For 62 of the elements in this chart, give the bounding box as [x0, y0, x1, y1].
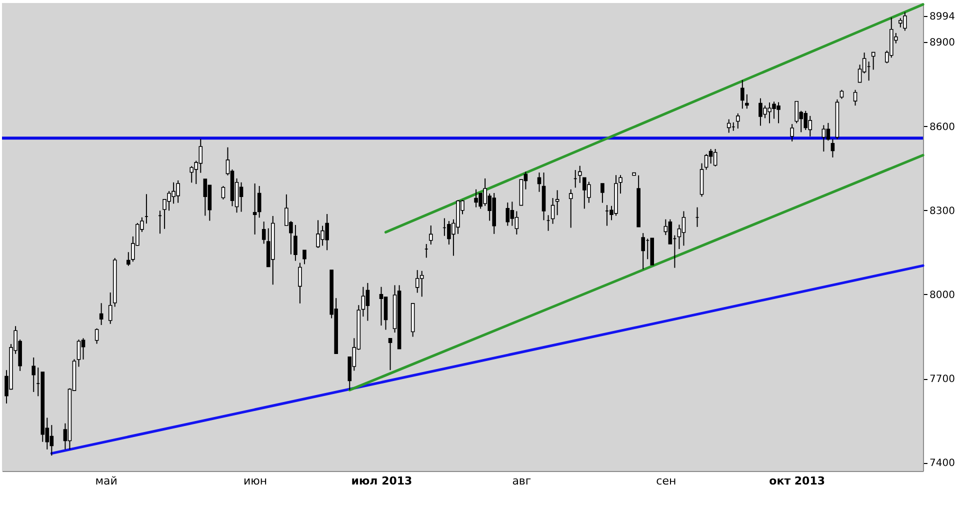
candlestick	[252, 182, 257, 235]
candlestick	[76, 339, 81, 368]
candlestick	[853, 89, 858, 106]
candlestick	[537, 172, 542, 192]
candlestick	[428, 225, 433, 246]
x-tick-label: окт 2013	[769, 474, 826, 488]
y-tick-label: 8000	[930, 290, 955, 301]
candlestick	[203, 178, 208, 216]
candlestick	[668, 218, 672, 245]
candlestick	[257, 185, 262, 218]
candlestick	[514, 210, 519, 235]
candlestick	[420, 270, 424, 298]
candlestick	[302, 250, 306, 265]
candlestick	[822, 124, 826, 152]
candlestick	[641, 232, 645, 270]
candlestick	[366, 282, 370, 322]
x-tick-label: сен	[656, 474, 676, 488]
candlestick	[726, 118, 731, 134]
candlestick	[708, 148, 713, 164]
x-tick-label: июн	[244, 474, 268, 488]
candlestick	[126, 252, 130, 266]
candlestick	[555, 190, 560, 216]
candlestick	[388, 338, 392, 371]
candlestick	[568, 188, 573, 228]
candlestick	[550, 198, 555, 224]
candlestick	[32, 357, 36, 392]
y-tick-label: 7400	[930, 458, 955, 470]
candlestick	[600, 182, 604, 204]
candlestick	[99, 302, 104, 326]
candlestick	[298, 262, 302, 304]
candlestick	[682, 210, 686, 246]
candlestick	[262, 221, 266, 244]
candlestick	[81, 338, 86, 360]
candlestick	[704, 154, 708, 170]
candlestick	[740, 80, 744, 110]
candlestick	[790, 124, 794, 142]
candlestick	[826, 122, 830, 142]
candlestick	[108, 292, 112, 324]
candlestick	[190, 166, 194, 184]
x-tick-label: июл 2013	[351, 474, 412, 488]
candlestick	[830, 138, 835, 158]
candlestick	[713, 148, 718, 167]
candlestick	[221, 185, 226, 200]
candlestick	[379, 286, 384, 326]
y-tick-label: 8300	[930, 206, 955, 217]
y-tick-label: 8994	[930, 11, 955, 22]
candlestick	[578, 165, 582, 184]
y-tick-label: 8600	[930, 122, 955, 133]
x-tick-label: авг	[512, 474, 532, 488]
candlestick	[871, 52, 876, 70]
candlestick	[361, 286, 366, 318]
candlestick	[94, 328, 99, 344]
x-tick-label: май	[95, 474, 118, 488]
y-tick-label: 8900	[930, 38, 955, 49]
y-tick-label: 7700	[930, 374, 955, 386]
candlestick	[745, 94, 749, 110]
candlestick	[384, 296, 388, 330]
candlestick	[618, 174, 622, 194]
candlestick	[506, 202, 510, 226]
candlestick	[736, 112, 740, 130]
candlestick	[294, 224, 298, 262]
candlestick	[239, 182, 244, 212]
